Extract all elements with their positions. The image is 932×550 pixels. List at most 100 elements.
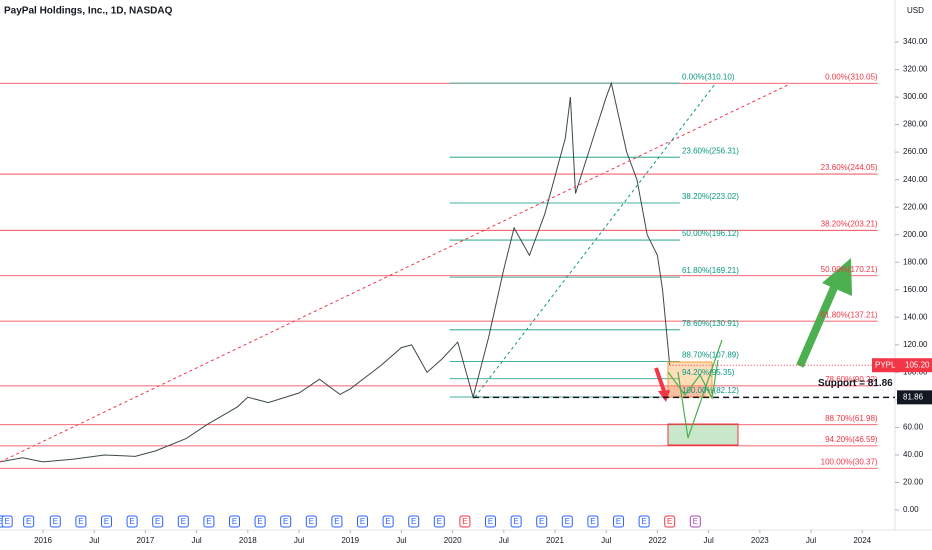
drawings [0, 83, 852, 463]
earnings-label: E [206, 517, 211, 526]
fib-label: 88.70%(61.98) [825, 414, 878, 423]
earnings-icon [1, 515, 13, 528]
earnings-label: E [129, 517, 134, 526]
earnings-icon [331, 515, 343, 528]
up-arrow [796, 281, 840, 368]
earnings-label: E [4, 517, 9, 526]
earnings-icon [382, 515, 394, 528]
earnings-label: E [155, 517, 160, 526]
x-tick-label: Jul [89, 536, 99, 545]
y-tick-label: 240.00 [903, 175, 928, 184]
earnings-label: E [462, 517, 467, 526]
y-tick-label: 260.00 [903, 147, 928, 156]
earnings-label: E [283, 517, 288, 526]
earnings-label: E [565, 517, 570, 526]
earnings-label: E [334, 517, 339, 526]
x-tick-label: 2021 [546, 536, 564, 545]
x-tick-label: 2020 [444, 536, 462, 545]
earnings-label: E [616, 517, 621, 526]
earnings-label: E [53, 517, 58, 526]
earnings-icon [23, 515, 35, 528]
x-tick-label: 2017 [137, 536, 155, 545]
earnings-icon [664, 515, 676, 528]
y-tick-label: 200.00 [903, 230, 928, 239]
fib-label: 88.70%(107.89) [682, 351, 739, 360]
earnings-icon [536, 515, 548, 528]
y-tick-label: 320.00 [903, 65, 928, 74]
earnings-icon [177, 515, 189, 528]
x-tick-label: 2016 [34, 536, 52, 545]
earnings-icon [433, 515, 445, 528]
price-tag-label: 105.20 [905, 360, 930, 369]
earnings-icon [254, 515, 266, 528]
fib-label: 0.00%(310.10) [682, 72, 735, 81]
support-text: Support = 81.86 [818, 378, 893, 389]
down-arrow [654, 367, 667, 395]
up-arrow-head [822, 258, 852, 296]
y-tick-label: 160.00 [903, 285, 928, 294]
earnings-icon [305, 515, 317, 528]
earnings-label: E [360, 517, 365, 526]
y-tick-label: 0.00 [903, 505, 919, 514]
earnings-icon [100, 515, 112, 528]
earnings-label: E [693, 517, 698, 526]
x-tick-label: 2018 [239, 536, 257, 545]
earnings-label: E [513, 517, 518, 526]
earnings-label: E [257, 517, 262, 526]
fib-label: 50.00%(170.21) [821, 265, 878, 274]
earnings-label: E [411, 517, 416, 526]
fib-label: 61.80%(169.21) [682, 266, 739, 275]
fib-label: 61.80%(137.21) [821, 310, 878, 319]
earnings-icon [75, 515, 87, 528]
projection-path [677, 339, 723, 439]
x-tick-label: 2022 [649, 536, 667, 545]
y-tick-label: 280.00 [903, 120, 928, 129]
fib-label: 100.00%(30.37) [821, 457, 878, 466]
symbol-tag [872, 358, 899, 373]
earnings-label: E [26, 517, 31, 526]
fib-label: 94.20%(95.35) [682, 368, 735, 377]
x-tick-label: Jul [191, 536, 201, 545]
trend-line [0, 83, 791, 463]
earnings-label: E [539, 517, 544, 526]
earnings-icon [561, 515, 573, 528]
earnings-icon [357, 515, 369, 528]
price-tag [899, 358, 932, 373]
earnings-icon [485, 515, 497, 528]
earnings-icon [638, 515, 650, 528]
earnings-label: E [78, 517, 83, 526]
y-tick-label: 120.00 [903, 340, 928, 349]
earnings-icon [408, 515, 420, 528]
y-tick-label: 220.00 [903, 202, 928, 211]
chart-title: PayPal Holdings, Inc., 1D, NASDAQ [4, 6, 173, 17]
down-arrow-head [658, 390, 670, 402]
earnings-label: E [309, 517, 314, 526]
zone-box [662, 386, 706, 398]
fib-label: 0.00%(310.05) [825, 72, 878, 81]
fib-label: 78.60%(130.91) [682, 319, 739, 328]
earnings-label: E [641, 517, 646, 526]
fib-label: 100.00%(82.12) [682, 386, 739, 395]
price-line [0, 81, 671, 463]
fib-label: 78.60%(90.22) [825, 375, 878, 384]
earnings-icon [459, 515, 471, 528]
y-tick-label: 60.00 [903, 423, 924, 432]
earnings-label: E [104, 517, 109, 526]
target-box [667, 423, 739, 446]
x-tick-label: Jul [499, 536, 509, 545]
support-tag-label: 81.86 [903, 392, 924, 401]
earnings-icon [280, 515, 292, 528]
fib-label: 38.20%(223.02) [682, 192, 739, 201]
earnings-icon [587, 515, 599, 528]
y-tick-label: 140.00 [903, 312, 928, 321]
earnings-icon [510, 515, 522, 528]
x-tick-label: Jul [601, 536, 611, 545]
earnings-label: E [385, 517, 390, 526]
y-tick-label: 20.00 [903, 478, 924, 487]
support-tag [897, 390, 932, 405]
earnings-icon [126, 515, 138, 528]
earnings-icon [229, 515, 241, 528]
x-tick-label: Jul [396, 536, 406, 545]
fib-label: 94.20%(46.59) [825, 435, 878, 444]
